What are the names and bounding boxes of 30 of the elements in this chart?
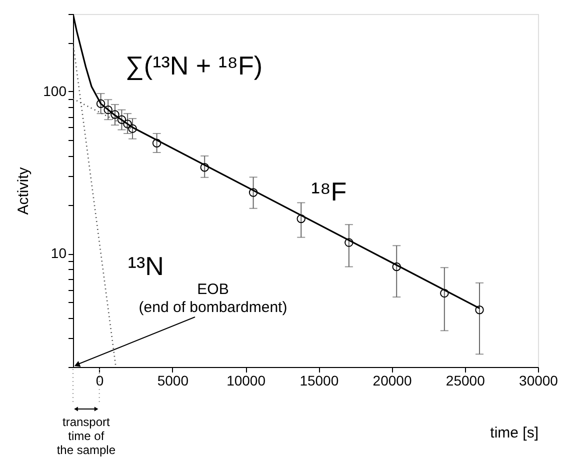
annotation: EOB (end of bombardment) bbox=[138, 281, 288, 316]
x-tick-label: 5000 bbox=[157, 372, 189, 388]
point bbox=[152, 138, 162, 148]
y-tick-label: 100 bbox=[43, 82, 67, 99]
point bbox=[110, 110, 120, 119]
point bbox=[344, 238, 354, 247]
x-tick-label: 25000 bbox=[446, 372, 486, 388]
x-axis-title: time [s] bbox=[490, 424, 538, 442]
y-axis-title: Activity bbox=[15, 166, 32, 215]
point bbox=[123, 120, 132, 128]
x-tick-label: 0 bbox=[96, 372, 104, 388]
annotation: ¹⁸F bbox=[311, 176, 347, 207]
point bbox=[440, 288, 449, 298]
text: transport time of the sample bbox=[56, 415, 116, 457]
point bbox=[475, 306, 484, 314]
x-tick-label: 20000 bbox=[372, 372, 412, 388]
point bbox=[117, 115, 126, 124]
point bbox=[392, 262, 401, 272]
point bbox=[296, 214, 306, 224]
point bbox=[200, 163, 209, 172]
point bbox=[104, 105, 112, 114]
x-tick-label: 15000 bbox=[300, 372, 339, 388]
point bbox=[128, 124, 137, 133]
series-label: ∑(¹³N + ¹⁸F) bbox=[125, 50, 262, 81]
point bbox=[248, 188, 258, 197]
x-tick-label: 10000 bbox=[226, 372, 266, 388]
series-label: ¹³N bbox=[128, 251, 164, 281]
x-tick-label: 30000 bbox=[519, 372, 558, 388]
point bbox=[96, 99, 106, 108]
y-tick-label: 10 bbox=[50, 245, 67, 262]
